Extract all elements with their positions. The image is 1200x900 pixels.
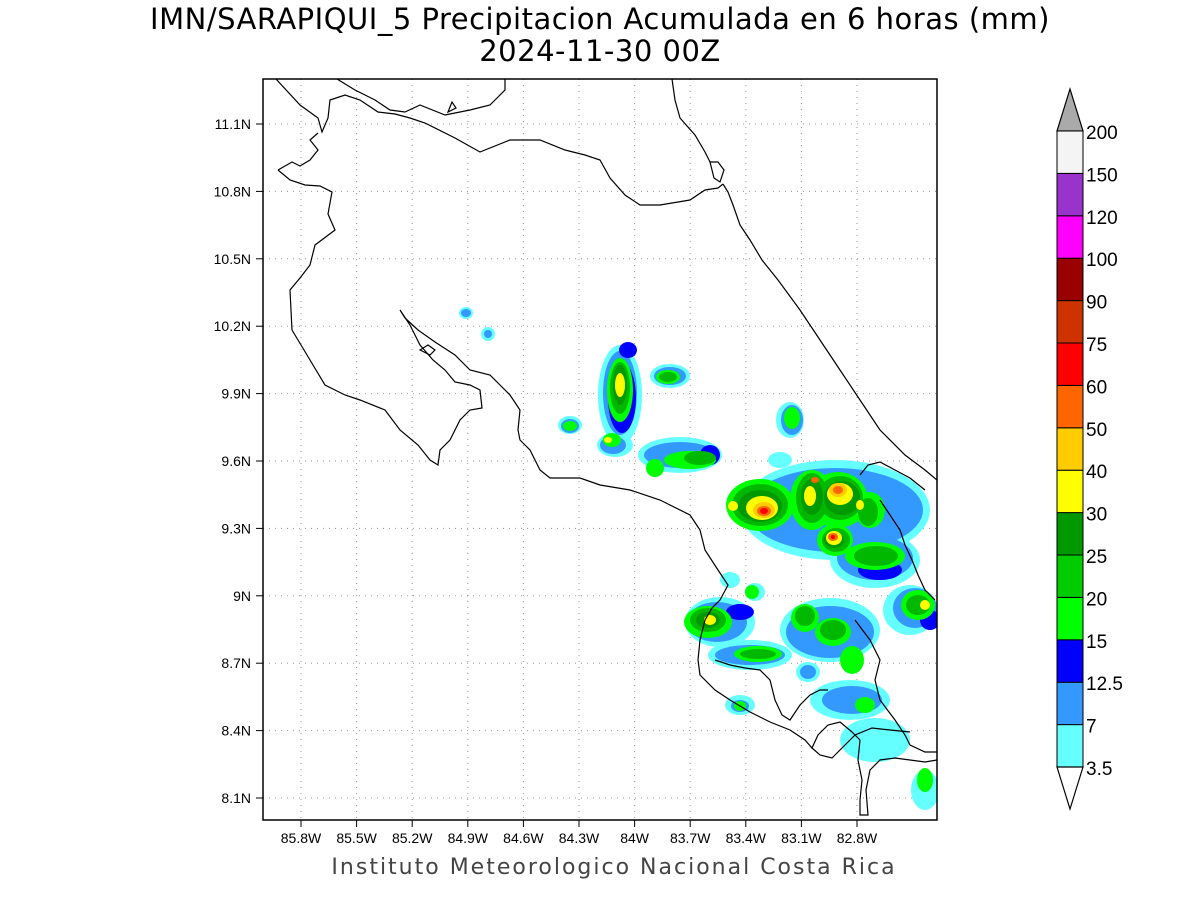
colorbar-label: 150	[1086, 165, 1118, 186]
lon-label: 83.4W	[726, 830, 767, 846]
lat-label: 9.6N	[221, 453, 251, 469]
gridlines	[263, 79, 937, 820]
lat-label: 11.1N	[215, 116, 251, 132]
colorbar-swatch	[1056, 215, 1084, 259]
nicoya-lagoon	[418, 344, 436, 356]
lon-label: 83.7W	[670, 830, 711, 846]
colorbar-swatch	[1056, 384, 1084, 429]
lake-outline	[336, 79, 506, 116]
lon-label: 82.8W	[837, 830, 878, 846]
precipitation-field	[459, 307, 937, 810]
colorbar-label: 50	[1086, 420, 1107, 441]
colorbar-swatch	[1056, 300, 1084, 344]
bocas-coast	[859, 461, 936, 601]
colorbar-swatch	[1056, 724, 1084, 768]
colorbar-label: 15	[1086, 632, 1107, 653]
lon-label: 83.1W	[781, 830, 822, 846]
osa-peninsula	[714, 659, 911, 759]
colorbar-swatch	[1056, 554, 1084, 598]
colorbar-label: 75	[1086, 335, 1107, 356]
small-island	[446, 100, 457, 114]
map-date: 2024-11-30 00Z	[479, 34, 721, 68]
lon-label: 84W	[620, 830, 650, 846]
lat-label: 9.9N	[221, 386, 251, 402]
caribbean-bay	[709, 161, 725, 183]
colorbar-swatch	[1056, 172, 1084, 217]
colorbar-under-arrow	[1056, 766, 1084, 812]
colorbar-swatch	[1056, 639, 1084, 683]
colorbar-label: 30	[1086, 505, 1107, 526]
lat-label: 10.8N	[214, 183, 251, 199]
nicaragua-border	[275, 79, 724, 206]
lon-label: 84.3W	[559, 830, 600, 846]
colorbar-label: 200	[1086, 123, 1118, 144]
map-border	[262, 78, 938, 821]
colorbar-label: 3.5	[1086, 759, 1112, 780]
colorbar-label: 12.5	[1086, 674, 1123, 695]
colorbar-swatch	[1056, 342, 1084, 386]
colorbar-swatch	[1056, 257, 1084, 302]
lat-label: 9.3N	[221, 520, 251, 536]
colorbar-label: 25	[1086, 547, 1107, 568]
lat-label: 8.4N	[221, 723, 251, 739]
credit-footer: Instituto Meteorologico Nacional Costa R…	[331, 855, 897, 880]
colorbar-swatch	[1056, 130, 1084, 174]
map-title: IMN/SARAPIQUI_5 Precipitacion Acumulada …	[150, 2, 1050, 36]
lat-label: 10.5N	[214, 251, 251, 267]
colorbar-label: 40	[1086, 462, 1107, 483]
lon-label: 85.8W	[281, 830, 322, 846]
latitude-axis: 11.1N 10.8N 10.5N 10.2N 9.9N 9.6N 9.3N 9…	[214, 116, 263, 806]
colorbar-swatch	[1056, 512, 1084, 556]
colorbar-label: 60	[1086, 377, 1107, 398]
nicoya-coast	[277, 132, 861, 750]
lon-label: 84.6W	[503, 830, 544, 846]
panama-border	[857, 739, 937, 816]
lon-label: 85.2W	[392, 830, 433, 846]
colorbar-swatch	[1056, 469, 1084, 514]
colorbar-over-arrow	[1056, 86, 1084, 132]
lat-label: 8.7N	[221, 655, 251, 671]
panama-north	[671, 79, 711, 163]
colorbar: 200 150 120 100 90 75 60 50 40 30 25 20 …	[1056, 86, 1123, 812]
lat-label: 10.2N	[214, 318, 251, 334]
lat-label: 9N	[233, 588, 251, 604]
colorbar-swatch	[1056, 681, 1084, 726]
caribbean-coast	[722, 183, 937, 481]
colorbar-label: 20	[1086, 589, 1107, 610]
colorbar-label: 100	[1086, 250, 1118, 271]
colorbar-label: 7	[1086, 717, 1097, 738]
lat-label: 8.1N	[221, 790, 251, 806]
lon-label: 84.9W	[448, 830, 489, 846]
colorbar-label: 120	[1086, 208, 1118, 229]
colorbar-swatch	[1056, 427, 1084, 471]
colorbar-label: 90	[1086, 293, 1107, 314]
colorbar-swatch	[1056, 596, 1084, 641]
lon-label: 85.5W	[336, 830, 377, 846]
coastlines	[275, 79, 937, 816]
dulce-gulf	[854, 619, 937, 753]
longitude-axis: 85.8W 85.5W 85.2W 84.9W 84.6W 84.3W 84W …	[281, 820, 878, 846]
